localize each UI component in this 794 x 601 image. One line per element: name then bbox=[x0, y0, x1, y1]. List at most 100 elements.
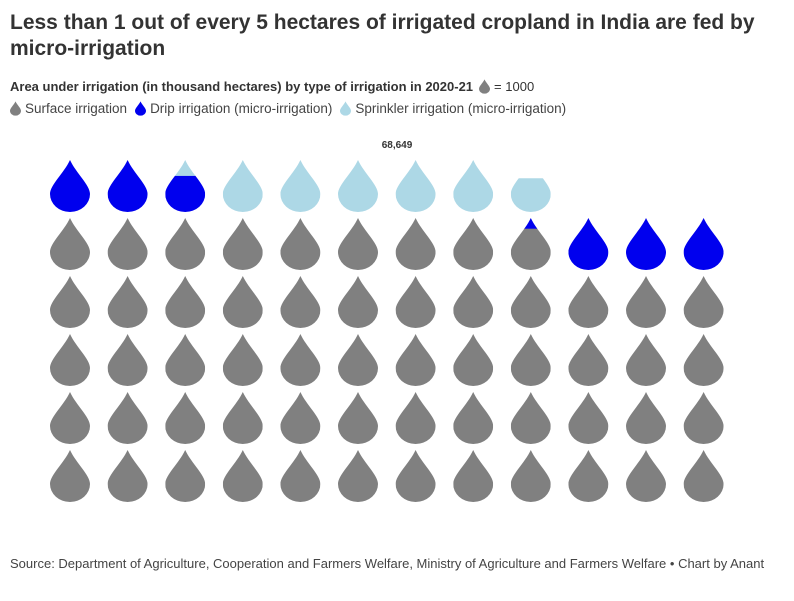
drop-fill-segment bbox=[165, 160, 206, 176]
drop-fill-segment bbox=[338, 276, 378, 328]
drop-fill-segment bbox=[510, 218, 551, 229]
legend-label: Drip irrigation (micro-irrigation) bbox=[150, 101, 333, 116]
drop-fill-segment bbox=[50, 218, 90, 270]
drop-mark bbox=[280, 276, 321, 328]
chart-subtitle: Area under irrigation (in thousand hecta… bbox=[10, 79, 534, 94]
unit-key: = 1000 bbox=[479, 79, 534, 94]
drop-fill-segment bbox=[510, 276, 551, 328]
drop-mark bbox=[395, 276, 436, 328]
drop-fill-segment bbox=[222, 276, 263, 328]
drop-fill-segment bbox=[165, 450, 206, 502]
drop-mark bbox=[50, 160, 90, 212]
drop-mark bbox=[222, 392, 263, 444]
legend: Surface irrigation Drip irrigation (micro… bbox=[10, 101, 574, 116]
legend-surface: Surface irrigation bbox=[10, 101, 127, 116]
drop-mark bbox=[395, 334, 436, 386]
drop-mark bbox=[453, 450, 494, 502]
drop-fill-segment bbox=[222, 160, 263, 212]
drop-fill-segment bbox=[107, 450, 148, 502]
drop-mark bbox=[395, 450, 436, 502]
drop-fill-segment bbox=[568, 218, 609, 270]
drop-fill-segment bbox=[338, 160, 378, 212]
drop-fill-segment bbox=[568, 392, 609, 444]
drop-mark bbox=[107, 392, 148, 444]
drop-fill-segment bbox=[222, 334, 263, 386]
drop-fill-segment bbox=[510, 450, 551, 502]
drop-mark bbox=[510, 392, 551, 444]
drop-mark bbox=[568, 218, 609, 270]
legend-sprinkler: Sprinkler irrigation (micro-irrigation) bbox=[340, 101, 566, 116]
drop-mark bbox=[165, 334, 206, 386]
drop-fill-segment bbox=[338, 392, 378, 444]
unit-drop-icon bbox=[479, 79, 491, 94]
drop-fill-segment bbox=[50, 276, 90, 328]
drop-mark bbox=[165, 218, 206, 270]
drop-fill-segment bbox=[395, 160, 436, 212]
drop-fill-segment bbox=[107, 276, 148, 328]
drop-fill-segment bbox=[50, 450, 90, 502]
drop-fill-segment bbox=[453, 392, 494, 444]
legend-drop-icon bbox=[135, 101, 147, 116]
drop-mark bbox=[165, 276, 206, 328]
drop-fill-segment bbox=[626, 218, 666, 270]
drop-mark bbox=[683, 392, 724, 444]
drop-fill-segment bbox=[338, 334, 378, 386]
drop-fill-segment bbox=[395, 276, 436, 328]
drop-fill-segment bbox=[280, 218, 321, 270]
drop-fill-segment bbox=[395, 450, 436, 502]
drop-mark bbox=[165, 450, 206, 502]
drop-fill-segment bbox=[280, 276, 321, 328]
drop-fill-segment bbox=[568, 276, 609, 328]
drop-fill-segment bbox=[107, 218, 148, 270]
drop-mark bbox=[395, 218, 436, 270]
drop-mark bbox=[510, 334, 551, 386]
drop-fill-segment bbox=[683, 218, 724, 270]
drop-fill-segment bbox=[165, 392, 206, 444]
drop-mark bbox=[626, 334, 666, 386]
drop-fill-segment bbox=[683, 392, 724, 444]
drop-mark bbox=[568, 450, 609, 502]
drop-fill-segment bbox=[453, 160, 494, 212]
drop-fill-segment bbox=[626, 450, 666, 502]
drop-mark bbox=[510, 178, 551, 212]
drop-mark bbox=[50, 276, 90, 328]
drop-fill-segment bbox=[50, 160, 90, 212]
drop-fill-segment bbox=[50, 392, 90, 444]
drop-fill-segment bbox=[568, 334, 609, 386]
pictogram-chart bbox=[50, 160, 724, 502]
drop-mark bbox=[280, 392, 321, 444]
drop-mark bbox=[510, 218, 551, 270]
drop-fill-segment bbox=[453, 450, 494, 502]
legend-label: Sprinkler irrigation (micro-irrigation) bbox=[355, 101, 567, 116]
drop-mark bbox=[50, 334, 90, 386]
drop-fill-segment bbox=[626, 276, 666, 328]
drop-fill-segment bbox=[107, 160, 148, 212]
drop-mark bbox=[280, 450, 321, 502]
drop-mark bbox=[683, 334, 724, 386]
drop-fill-segment bbox=[683, 334, 724, 386]
drop-fill-segment bbox=[280, 160, 321, 212]
drop-mark bbox=[280, 160, 321, 212]
drop-mark bbox=[338, 218, 378, 270]
drop-fill-segment bbox=[395, 334, 436, 386]
drop-mark bbox=[453, 160, 494, 212]
drop-mark bbox=[107, 276, 148, 328]
drop-fill-segment bbox=[222, 218, 263, 270]
drop-fill-segment bbox=[107, 392, 148, 444]
drop-mark bbox=[568, 334, 609, 386]
drop-mark bbox=[338, 334, 378, 386]
legend-drop-icon bbox=[340, 101, 352, 116]
drop-fill-segment bbox=[453, 276, 494, 328]
drop-fill-segment bbox=[683, 276, 724, 328]
drop-fill-segment bbox=[453, 218, 494, 270]
drop-mark bbox=[338, 392, 378, 444]
drop-mark bbox=[222, 218, 263, 270]
drop-mark bbox=[453, 334, 494, 386]
drop-mark bbox=[683, 218, 724, 270]
drop-mark bbox=[50, 218, 90, 270]
drop-fill-segment bbox=[626, 334, 666, 386]
drop-fill-segment bbox=[395, 218, 436, 270]
source-note: Source: Department of Agriculture, Coope… bbox=[10, 556, 765, 571]
drop-mark bbox=[453, 392, 494, 444]
drop-fill-segment bbox=[280, 392, 321, 444]
